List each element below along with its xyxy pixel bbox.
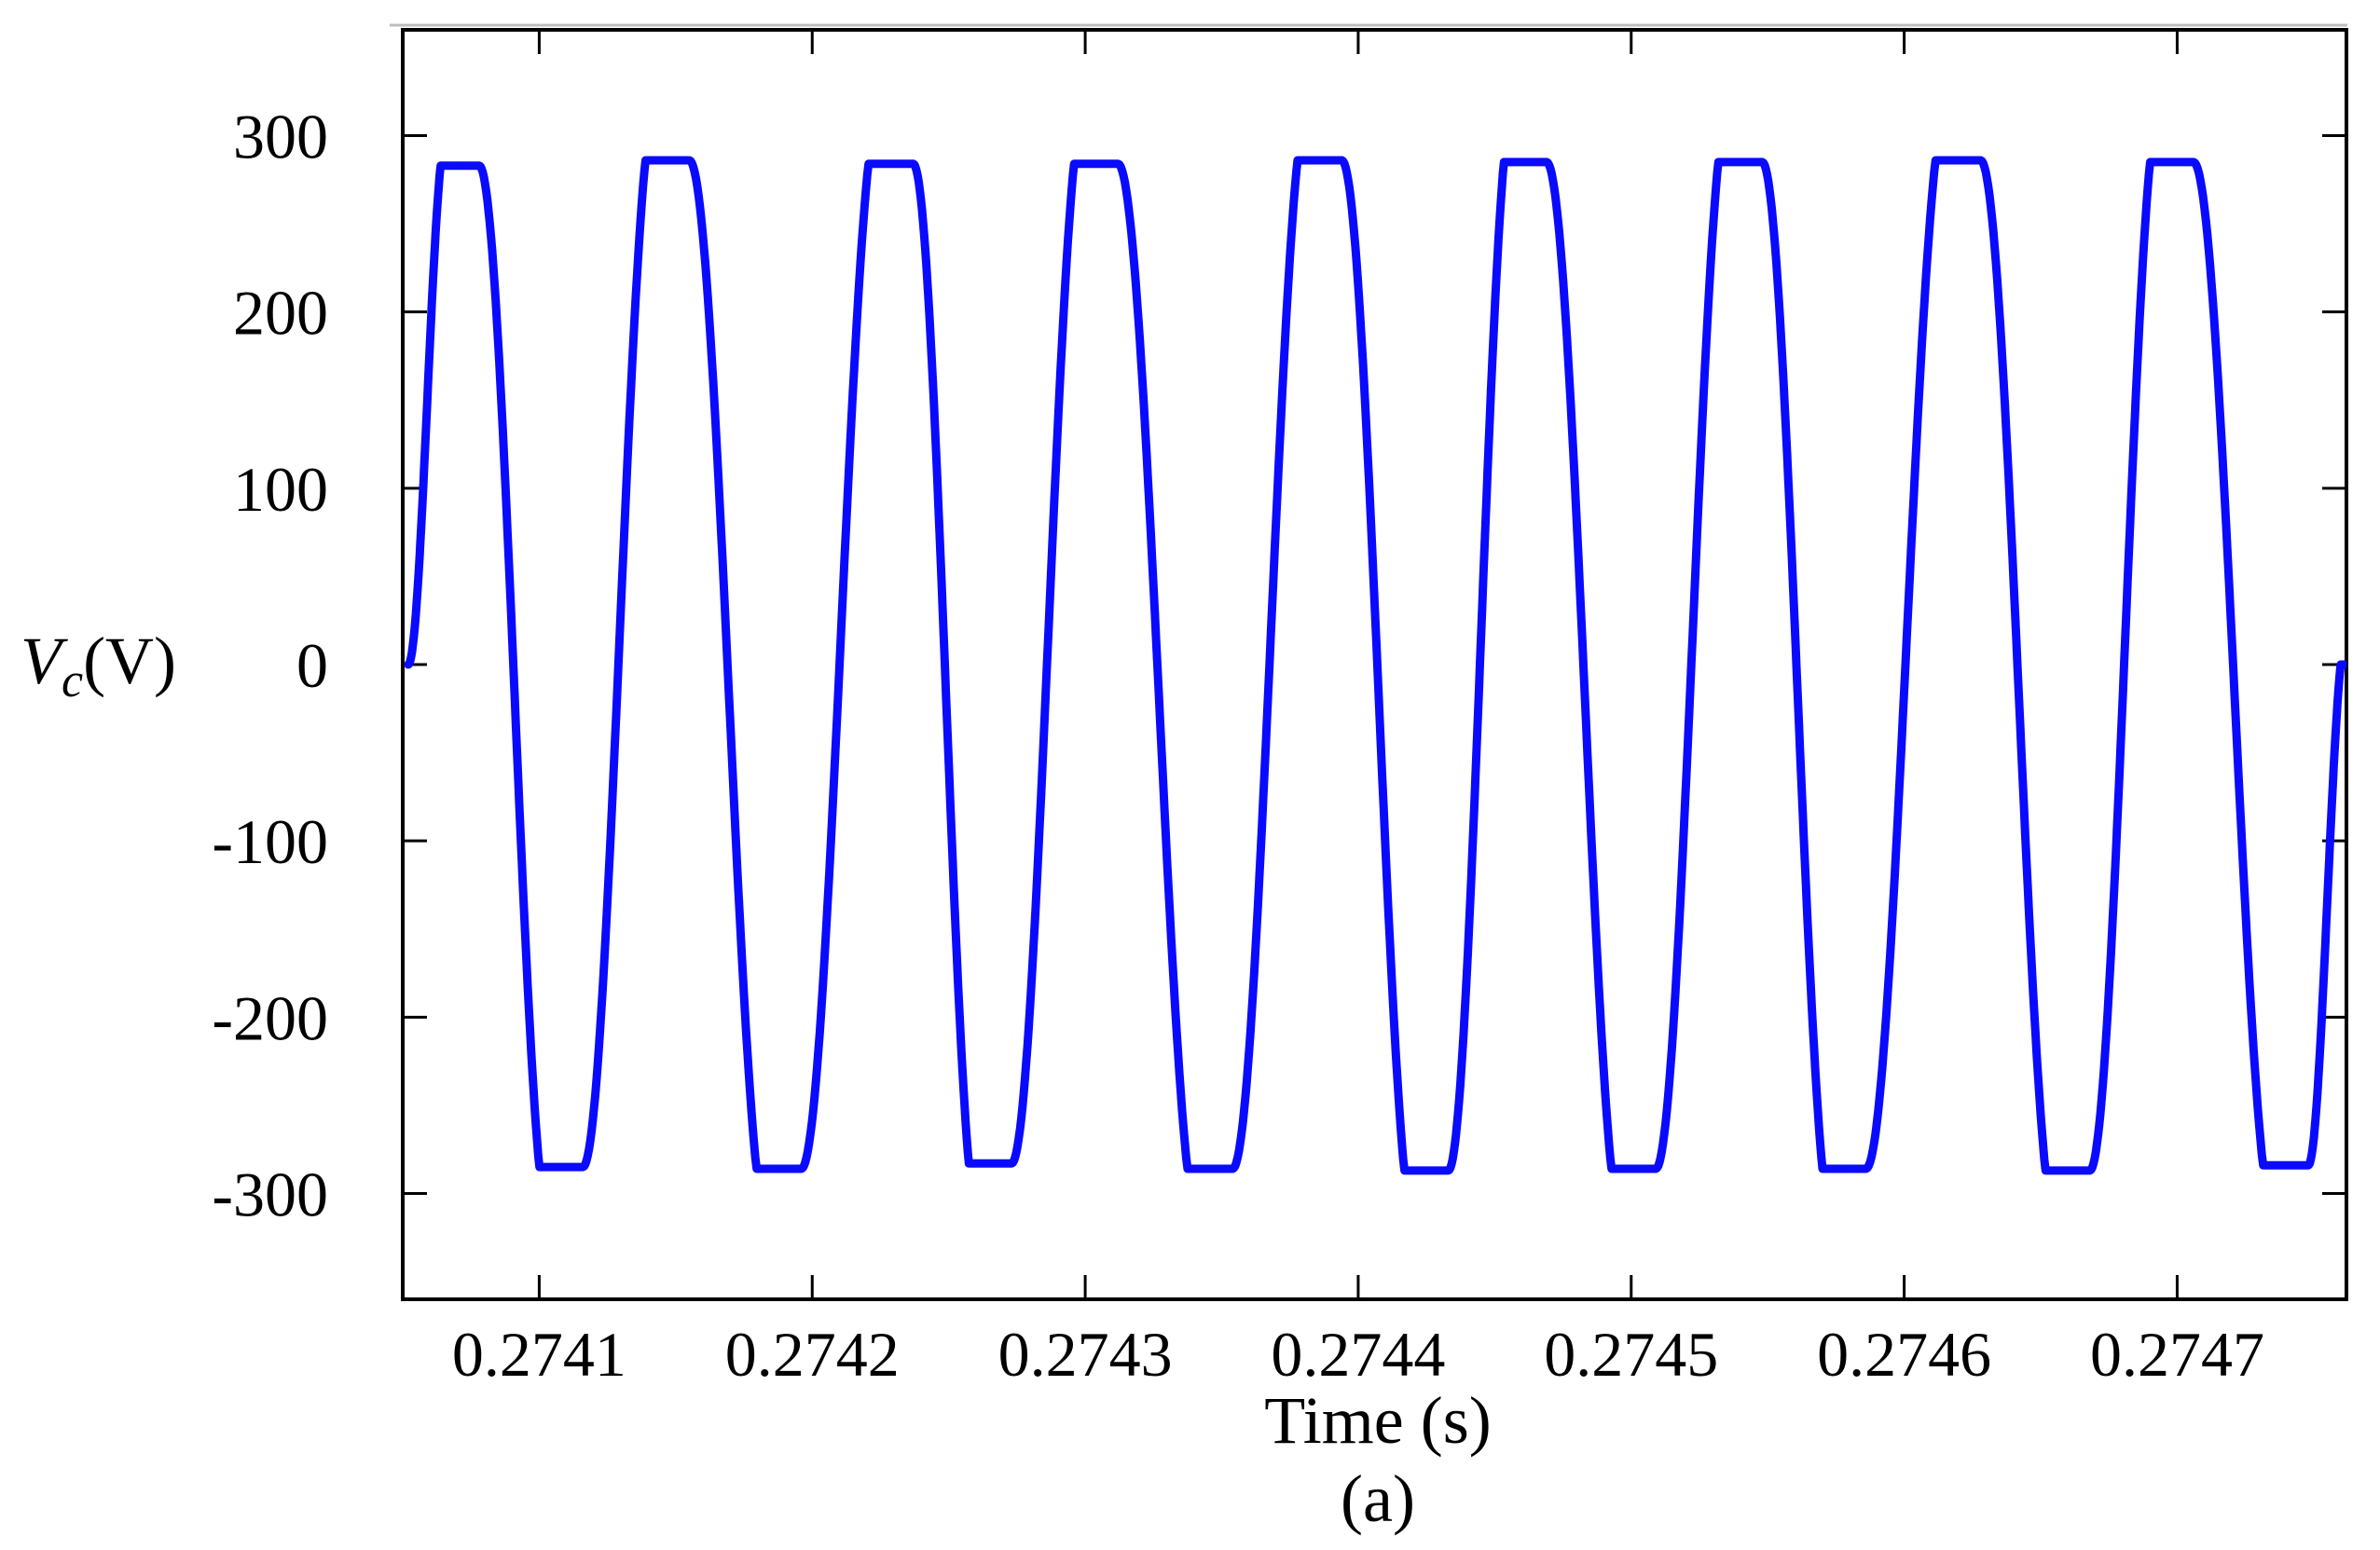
y-tick-label: 200 [233,278,328,349]
y-tick-label: -200 [212,982,328,1053]
x-axis-label: Time (s) [1264,1383,1491,1458]
y-axis-tick-labels: 300 200 100 0 -100 -200 -300 [212,102,328,1230]
plot-area [404,156,2346,1175]
y-axis-label-subscript: c [62,654,83,707]
x-tick-label: 0.2742 [725,1319,900,1390]
figure-caption: (a) [1341,1461,1415,1536]
x-axis-tick-labels: 0.2741 0.2742 0.2743 0.2744 0.2745 0.2746 0.27… [452,1319,2264,1390]
y-tick-label: 100 [233,454,328,525]
y-axis-label-unit: (V) [83,624,176,698]
x-tick-label: 0.2743 [998,1319,1173,1390]
y-tick-label: 300 [233,102,328,172]
x-tick-label: 0.2746 [1817,1319,1991,1390]
x-tick-label: 0.2745 [1544,1319,1718,1390]
x-tick-label: 0.2741 [452,1319,626,1390]
y-axis-label: Vc(V) [21,624,176,707]
axis-ticks [403,30,2346,1299]
y-axis-label-symbol: V [21,624,68,698]
y-tick-label: -300 [212,1159,328,1230]
y-tick-label: -100 [212,806,328,877]
series-line-vc [404,156,2346,1175]
y-tick-label: 0 [296,630,328,701]
x-tick-label: 0.2747 [2090,1319,2264,1390]
x-tick-label: 0.2744 [1271,1319,1445,1390]
